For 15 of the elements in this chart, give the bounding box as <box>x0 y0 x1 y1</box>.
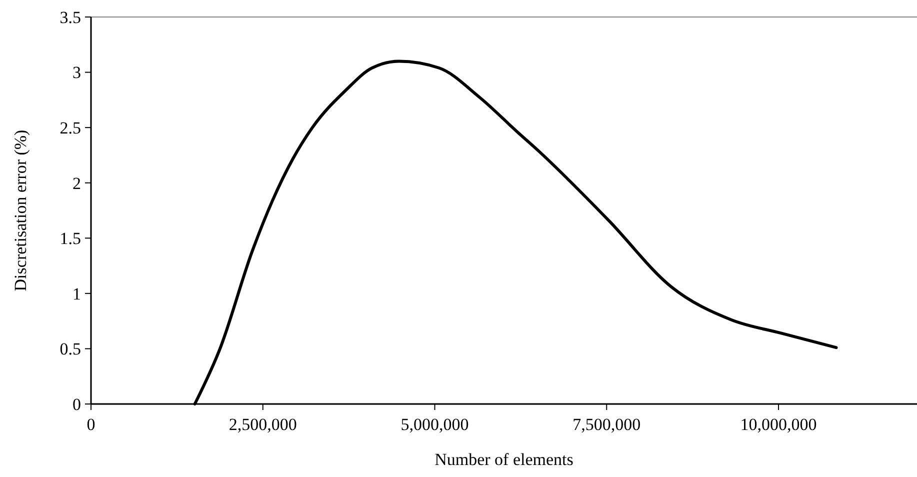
x-tick-label: 0 <box>86 415 96 434</box>
x-tick-label: 7,500,000 <box>572 415 641 434</box>
y-tick-label: 3 <box>72 63 81 82</box>
y-tick-label: 2.5 <box>60 118 81 138</box>
x-tick-label: 10,000,000 <box>740 415 817 434</box>
y-tick-label: 2 <box>72 174 81 193</box>
y-axis-title: Discretisation error (%) <box>11 130 30 292</box>
x-axis-title: Number of elements <box>434 450 574 469</box>
y-tick-label: 1 <box>72 284 81 304</box>
y-tick-label: 0 <box>72 394 81 414</box>
y-tick-label: 0.5 <box>60 340 81 359</box>
y-tick-label: 3.5 <box>60 8 81 27</box>
x-tick-label: 5,000,000 <box>400 415 469 434</box>
y-tick-label: 1.5 <box>60 229 81 248</box>
x-tick-label: 2,500,000 <box>228 415 297 434</box>
